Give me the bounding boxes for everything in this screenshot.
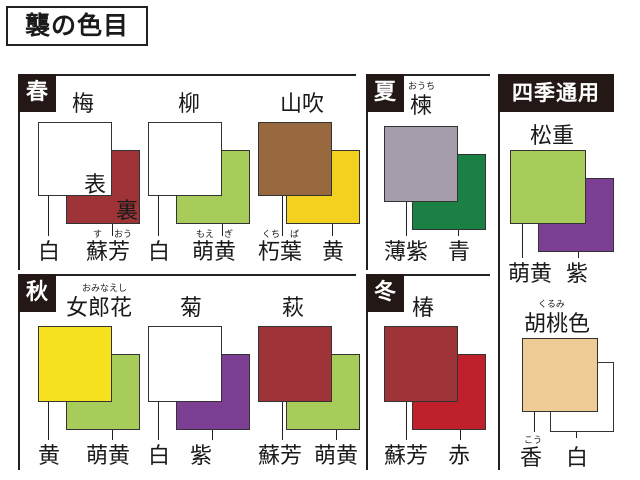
back-color-label: 紫 bbox=[566, 262, 589, 287]
color-name-matsugasane: 松重 bbox=[530, 124, 575, 149]
season-badge-winter: 冬 bbox=[366, 274, 404, 312]
leader-line bbox=[282, 196, 283, 236]
color-swatch-front bbox=[522, 338, 598, 412]
leader-line bbox=[48, 402, 49, 440]
season-badge-autumn: 秋 bbox=[18, 274, 56, 312]
ruby-text: す bbox=[93, 230, 103, 240]
ruby-text: ぎ bbox=[224, 230, 234, 240]
color-name-ouchi: 楝 bbox=[410, 94, 433, 119]
front-color-label: 香 bbox=[520, 446, 543, 471]
color-name-hagi: 萩 bbox=[282, 296, 305, 321]
color-name-yamabuki: 山吹 bbox=[280, 92, 325, 117]
ruby-text: おみなえし bbox=[82, 284, 128, 294]
leader-line bbox=[534, 412, 535, 432]
season-badge-spring: 春 bbox=[18, 74, 56, 112]
back-color-label: 萌黄 bbox=[192, 240, 237, 265]
color-swatch-front bbox=[384, 326, 458, 402]
season-badge-summer: 夏 bbox=[366, 74, 404, 112]
leader-line bbox=[282, 402, 283, 440]
ruby-text: こう bbox=[524, 436, 543, 446]
leader-line bbox=[158, 402, 159, 440]
color-swatch-front bbox=[510, 150, 586, 224]
color-name-tsubaki: 椿 bbox=[412, 296, 435, 321]
ruby-text: もえ bbox=[196, 230, 215, 240]
back-color-label: 萌黄 bbox=[86, 444, 131, 469]
color-swatch-front bbox=[148, 122, 222, 196]
color-name-yanagi: 柳 bbox=[178, 92, 201, 117]
color-name-kiku: 菊 bbox=[180, 296, 203, 321]
ruby-text: くち bbox=[262, 230, 281, 240]
ruby-text: ば bbox=[290, 230, 300, 240]
leader-line bbox=[158, 196, 159, 236]
leader-line bbox=[576, 432, 577, 438]
color-name-ume: 梅 bbox=[72, 92, 95, 117]
color-swatch-front bbox=[258, 326, 332, 402]
color-swatch-front bbox=[384, 126, 458, 202]
color-swatch-front bbox=[258, 122, 332, 196]
ruby-text: くるみ bbox=[538, 300, 565, 310]
leader-line bbox=[458, 230, 459, 236]
front-color-label: 白 bbox=[148, 240, 171, 265]
back-color-label: 赤 bbox=[448, 444, 471, 469]
back-color-label: 青 bbox=[448, 240, 471, 265]
color-swatch-front bbox=[148, 326, 222, 402]
ruby-text: おうち bbox=[408, 82, 436, 92]
leader-line bbox=[332, 224, 333, 236]
front-color-label: 白 bbox=[148, 444, 171, 469]
color-name-kurumi: 胡桃色 bbox=[524, 312, 591, 337]
front-color-label: 黄 bbox=[38, 444, 61, 469]
front-color-label: 萌黄 bbox=[508, 262, 553, 287]
back-color-label: 萌黄 bbox=[314, 444, 359, 469]
leader-line bbox=[578, 252, 579, 258]
summer-frame bbox=[366, 74, 490, 270]
front-color-label: 蘇芳 bbox=[258, 444, 303, 469]
back-color-label: 蘇芳 bbox=[86, 240, 131, 265]
leader-line bbox=[48, 196, 49, 236]
leader-line bbox=[406, 202, 407, 236]
back-color-label: 紫 bbox=[190, 444, 213, 469]
front-color-label: 朽葉 bbox=[258, 240, 303, 265]
omote-label: 表 bbox=[84, 173, 107, 198]
winter-frame bbox=[366, 274, 490, 470]
back-color-label: 黄 bbox=[322, 240, 345, 265]
page-title: 襲の色目 bbox=[6, 6, 148, 46]
ura-label: 裏 bbox=[116, 199, 139, 224]
leader-line bbox=[112, 430, 113, 440]
color-swatch-front bbox=[38, 326, 112, 402]
autumn-frame bbox=[18, 274, 356, 470]
leader-line bbox=[460, 430, 461, 440]
color-name-ominaeshi: 女郎花 bbox=[66, 296, 133, 321]
leader-line bbox=[112, 224, 113, 236]
leader-line bbox=[336, 430, 337, 440]
leader-line bbox=[212, 430, 213, 440]
color-swatch-front bbox=[38, 122, 112, 196]
leader-line bbox=[222, 224, 223, 236]
front-color-label: 薄紫 bbox=[384, 240, 429, 265]
spring-frame bbox=[18, 74, 356, 270]
ruby-text: おう bbox=[114, 230, 133, 240]
leader-line bbox=[522, 224, 523, 258]
front-color-label: 蘇芳 bbox=[384, 444, 429, 469]
leader-line bbox=[406, 402, 407, 440]
front-color-label: 白 bbox=[38, 240, 61, 265]
season-badge-allseason: 四季通用 bbox=[498, 74, 614, 112]
back-color-label: 白 bbox=[566, 446, 589, 471]
